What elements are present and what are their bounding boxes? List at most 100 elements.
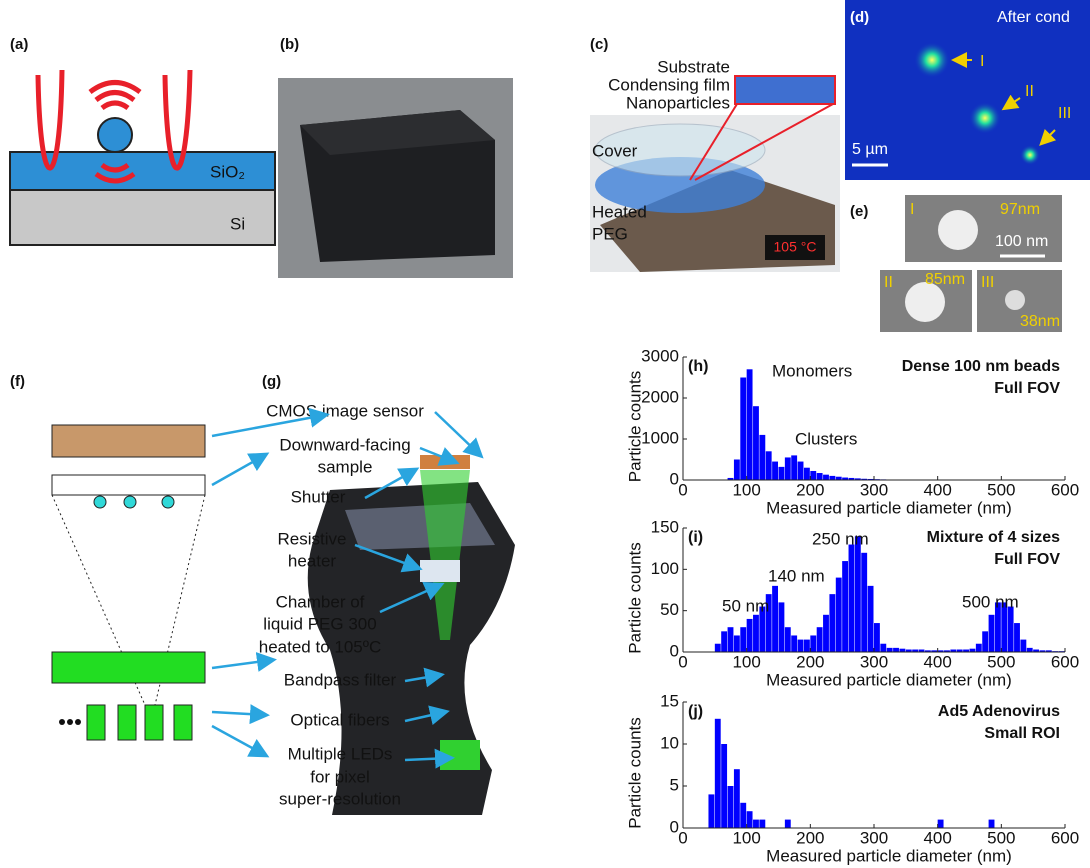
bar [982, 631, 988, 652]
annotation: 50 nm [722, 596, 769, 615]
zoom-box [735, 76, 835, 104]
x-axis-label: Measured particle diameter (nm) [766, 670, 1012, 689]
bar [779, 467, 785, 480]
bar [849, 545, 855, 652]
y-tick-label: 150 [651, 517, 679, 536]
bar [753, 820, 759, 828]
callout: heater [288, 551, 337, 570]
bar [804, 640, 810, 652]
callout: Chamber of [276, 592, 365, 611]
y-tick-label: 5 [670, 775, 679, 794]
panel-label: (e) [850, 203, 868, 220]
panel-label: (i) [688, 529, 703, 546]
bar [747, 619, 753, 652]
bar [817, 473, 823, 480]
bar [753, 615, 759, 652]
panel-label: (d) [850, 9, 869, 26]
callout: Optical fibers [290, 710, 389, 729]
bar [829, 594, 835, 652]
callout: Cover [592, 141, 638, 160]
bar [798, 462, 804, 480]
bar [989, 820, 995, 828]
bar [836, 578, 842, 652]
panel-label: (a) [10, 36, 28, 53]
layer-label: Si [230, 214, 245, 233]
bar [772, 586, 778, 652]
callout: CMOS image sensor [266, 401, 424, 420]
callout: Shutter [291, 487, 346, 506]
x-tick-label: 200 [796, 652, 824, 671]
y-tick-label: 100 [651, 559, 679, 578]
bar [747, 811, 753, 828]
annotation: Clusters [795, 429, 857, 448]
callout: Bandpass filter [284, 670, 397, 689]
panel-label: (g) [262, 373, 281, 390]
fibers [52, 652, 205, 683]
x-tick-label: 500 [987, 652, 1015, 671]
chart-subtitle: Full FOV [994, 380, 1060, 397]
bar [766, 451, 772, 480]
y-tick-label: 10 [660, 733, 679, 752]
y-axis-label: Particle counts [625, 542, 644, 654]
bar [829, 476, 835, 480]
bar [817, 627, 823, 652]
bar [989, 615, 995, 652]
y-axis-label: Particle counts [625, 371, 644, 483]
bar [734, 460, 740, 481]
bar [880, 644, 886, 652]
bar [810, 471, 816, 480]
bar [823, 615, 829, 652]
panel-label: (c) [590, 36, 608, 53]
y-tick-label: 1000 [641, 428, 679, 447]
bar [759, 435, 765, 480]
x-tick-label: 200 [796, 828, 824, 847]
y-tick-label: 3000 [641, 346, 679, 365]
x-tick-label: 300 [860, 652, 888, 671]
bar [1020, 640, 1026, 652]
annotation: 500 nm [962, 592, 1019, 611]
bar [823, 475, 829, 480]
callout: PEG [592, 224, 628, 243]
bar [728, 627, 734, 652]
bar [938, 820, 944, 828]
bar [1027, 648, 1033, 652]
bar [798, 640, 804, 652]
bar [740, 378, 746, 481]
bar [759, 820, 765, 828]
x-tick-label: 0 [678, 652, 687, 671]
x-tick-label: 0 [678, 828, 687, 847]
bar [791, 635, 797, 652]
particle-size: 97nm [1000, 201, 1040, 218]
callout: Downward-facing [279, 435, 410, 454]
particle-size: 38nm [1020, 313, 1060, 330]
annotation: 250 nm [812, 529, 869, 548]
marker-label: II [1025, 83, 1034, 100]
annotation: Monomers [772, 361, 852, 380]
x-tick-label: 100 [732, 652, 760, 671]
x-tick-label: 100 [732, 828, 760, 847]
bar [721, 744, 727, 828]
callout: heated to 105ºC [259, 637, 381, 656]
panel-label: (j) [688, 703, 703, 720]
bar [728, 786, 734, 828]
chart-subtitle: Small ROI [984, 725, 1060, 742]
bar [708, 794, 714, 828]
x-tick-label: 300 [860, 828, 888, 847]
callout: liquid PEG 300 [263, 614, 376, 633]
bar [785, 820, 791, 828]
bar [734, 769, 740, 828]
y-tick-label: 15 [660, 691, 679, 710]
callout: super-resolution [279, 789, 401, 808]
y-axis-label: Particle counts [625, 717, 644, 829]
chart-title: Dense 100 nm beads [902, 358, 1060, 375]
particle [98, 118, 132, 152]
caption: After cond [997, 9, 1070, 26]
y-tick-label: 50 [660, 600, 679, 619]
bar [893, 648, 899, 652]
callout: for pixel [310, 767, 370, 786]
x-tick-label: 200 [796, 480, 824, 499]
chart-subtitle: Full FOV [994, 551, 1060, 568]
bar [772, 462, 778, 480]
particle-size: 85nm [925, 271, 965, 288]
bar [785, 457, 791, 480]
